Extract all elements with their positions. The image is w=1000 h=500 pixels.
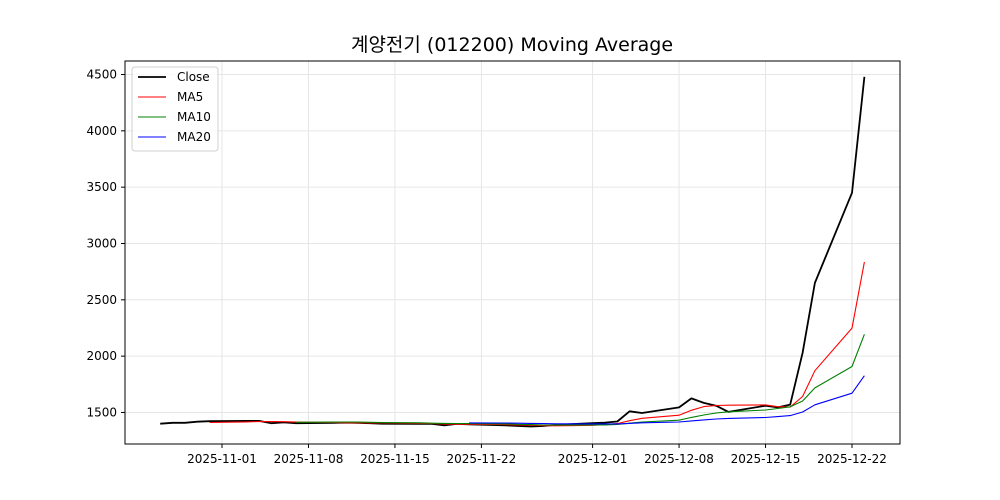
y-tick-label: 4000 xyxy=(86,124,117,138)
series-line-close xyxy=(160,76,866,428)
grid xyxy=(125,61,900,444)
x-axis: 2025-11-01 2025-11-08 2025-11-15 2025-11-22… xyxy=(187,444,887,466)
y-axis: 1500 2000 2500 3000 3500 4000 4500 xyxy=(86,68,125,419)
x-tick-label: 2025-12-01 xyxy=(558,452,628,466)
legend-label-ma10: MA10 xyxy=(177,110,211,124)
series-line-ma5 xyxy=(209,261,865,427)
y-tick-label: 2500 xyxy=(86,293,117,307)
legend-label-ma5: MA5 xyxy=(177,90,203,104)
x-tick-label: 2025-11-01 xyxy=(187,452,257,466)
y-tick-label: 1500 xyxy=(86,405,117,419)
y-tick-label: 2000 xyxy=(86,349,117,363)
x-tick-label: 2025-11-08 xyxy=(274,452,344,466)
x-tick-label: 2025-11-15 xyxy=(360,452,430,466)
legend: Close MA5 MA10 MA20 xyxy=(131,66,219,152)
x-tick-label: 2025-12-08 xyxy=(644,452,714,466)
chart-title: 계양전기 (012200) Moving Average xyxy=(351,34,673,56)
legend-box xyxy=(131,66,219,152)
y-tick-label: 3000 xyxy=(86,236,117,250)
x-tick-label: 2025-12-22 xyxy=(817,452,887,466)
plot-frame xyxy=(124,60,901,445)
x-tick-label: 2025-11-22 xyxy=(447,452,517,466)
y-tick-label: 4500 xyxy=(86,68,117,82)
series-line-ma10 xyxy=(296,334,865,426)
x-tick-label: 2025-12-15 xyxy=(731,452,801,466)
legend-label-ma20: MA20 xyxy=(177,130,211,144)
plot-lines xyxy=(160,76,866,428)
series-line-ma20 xyxy=(469,375,865,425)
legend-label-close: Close xyxy=(177,70,210,84)
y-tick-label: 3500 xyxy=(86,180,117,194)
